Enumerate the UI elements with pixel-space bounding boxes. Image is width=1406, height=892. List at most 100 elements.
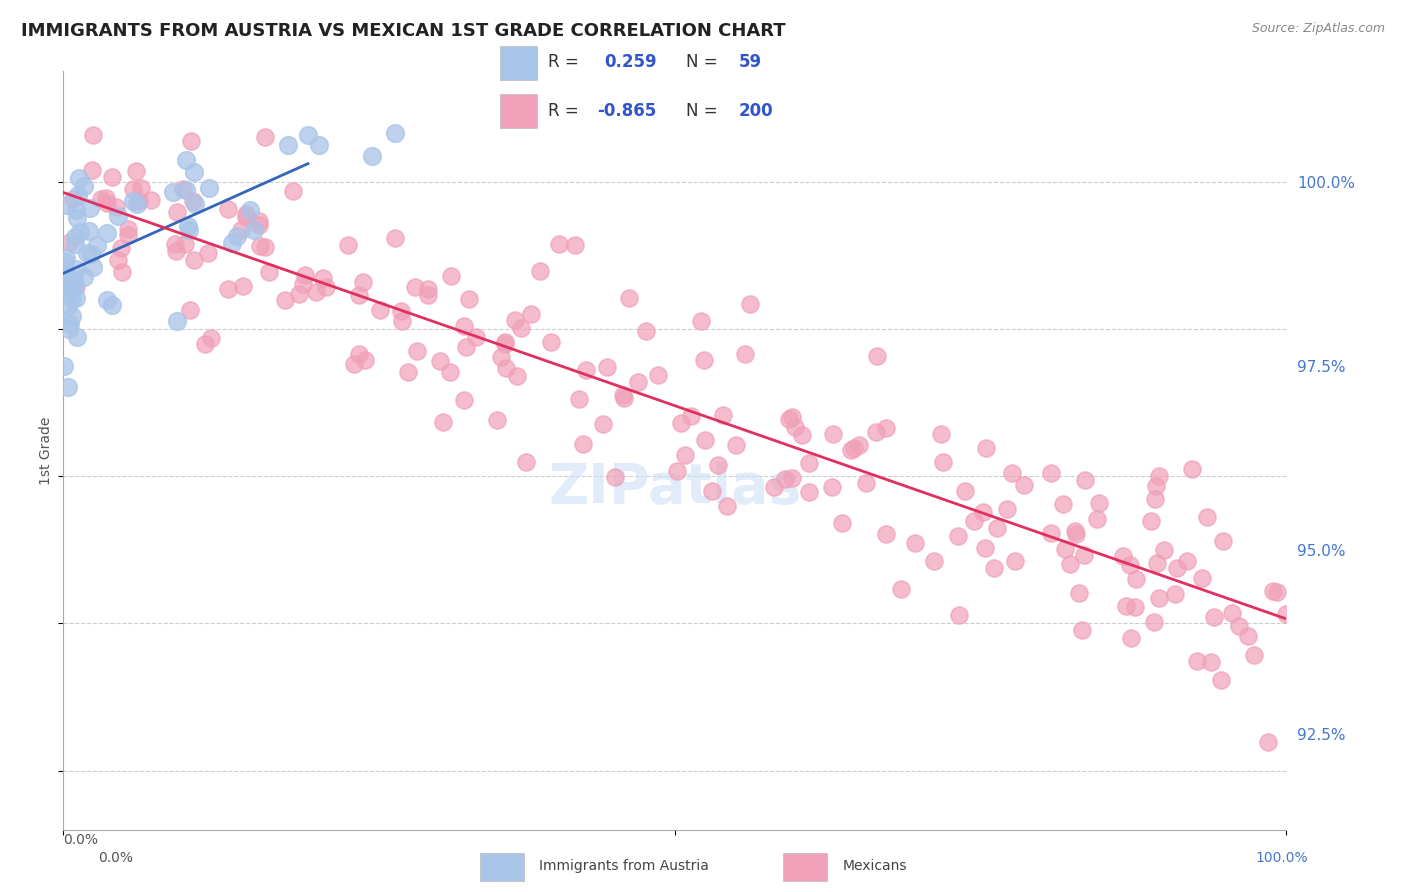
Point [1119,632,1142,646]
Point [60,292,83,306]
Point [304,285,326,299]
Point [406,344,429,359]
Point [177,223,200,237]
Text: Source: ZipAtlas.com: Source: ZipAtlas.com [1251,22,1385,36]
Point [77,224,100,238]
Point [194,336,217,351]
Point [432,415,454,429]
Point [66,188,89,202]
Point [1040,466,1063,480]
Point [63,273,86,287]
Point [529,263,551,277]
Point [1053,541,1076,556]
Point [1202,610,1225,624]
Point [681,409,703,424]
Point [1199,655,1222,669]
Point [162,185,184,199]
Point [122,194,145,208]
Point [336,238,359,252]
Point [80,246,103,260]
Point [1073,548,1095,562]
FancyBboxPatch shape [481,854,523,881]
Point [1052,497,1074,511]
Point [1115,599,1137,613]
Point [922,554,945,568]
Point [122,182,145,196]
Point [58,318,80,332]
Point [983,560,1005,574]
Point [1261,583,1284,598]
Point [1119,558,1142,573]
Point [1257,735,1279,749]
Point [89,192,111,206]
Point [53,267,76,281]
Point [1147,591,1170,605]
Point [986,520,1008,534]
Point [1069,586,1091,600]
Point [596,359,619,374]
FancyBboxPatch shape [783,854,827,881]
Point [96,227,118,241]
Point [627,376,650,390]
Point [1237,629,1260,643]
Point [73,179,96,194]
Text: -0.865: -0.865 [596,102,657,120]
Point [391,314,413,328]
Text: Immigrants from Austria: Immigrants from Austria [538,859,709,873]
Point [762,480,785,494]
Point [613,391,636,405]
Point [60,309,83,323]
Point [520,307,543,321]
Point [165,244,187,258]
Point [200,331,222,345]
Point [567,392,589,407]
Point [669,417,692,431]
Point [404,280,426,294]
Point [1209,673,1232,687]
Point [1064,526,1087,541]
Point [197,246,219,260]
Point [693,352,716,367]
Point [453,318,475,333]
Point [166,314,188,328]
Point [1125,572,1147,586]
Point [695,433,717,447]
Point [783,419,806,434]
Point [1139,514,1161,528]
Point [53,264,76,278]
Point [1146,556,1168,570]
Point [368,303,391,318]
Point [866,349,889,363]
Text: 59: 59 [738,54,762,71]
Point [1147,469,1170,483]
Point [464,330,486,344]
Point [571,437,593,451]
Point [1175,553,1198,567]
Point [96,195,118,210]
Point [780,471,803,485]
Point [831,516,853,531]
Point [1243,648,1265,663]
Point [183,165,205,179]
Point [439,365,461,379]
Point [163,237,186,252]
Point [1153,542,1175,557]
Point [67,170,90,185]
Point [82,128,104,142]
Point [1143,492,1166,507]
Point [540,335,562,350]
Point [247,214,270,228]
Point [172,182,194,196]
Point [1197,510,1219,524]
Point [1001,466,1024,480]
Point [724,438,747,452]
Point [315,279,337,293]
Point [63,229,86,244]
Point [62,192,84,206]
Point [184,196,207,211]
Point [63,280,86,294]
Point [254,130,277,145]
Point [416,282,439,296]
Point [946,529,969,543]
Point [180,134,202,148]
